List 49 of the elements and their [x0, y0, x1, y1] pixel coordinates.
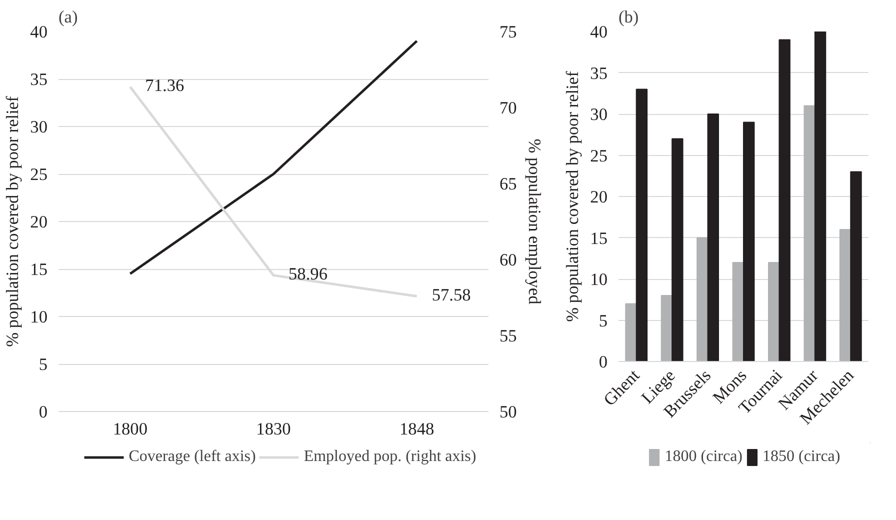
bar [814, 32, 826, 362]
legend-label: 1800 (circa) [664, 448, 742, 466]
y-tick-label: 10 [590, 270, 608, 289]
y-tick-label: 15 [590, 228, 608, 248]
y-tick-label: 40 [590, 22, 608, 42]
y-tick-label: 30 [590, 105, 608, 124]
y-tick-label: 20 [590, 188, 608, 206]
bar [778, 39, 790, 362]
y-tick-label: 40 [30, 22, 48, 42]
y2-tick-label: 55 [500, 326, 517, 346]
bar [707, 114, 719, 362]
x-tick-label: 1830 [256, 420, 291, 438]
y-tick-label: 20 [30, 212, 48, 232]
data-label: 58.96 [288, 264, 328, 284]
y-tick-label: 35 [30, 70, 48, 89]
y2-tick-label: 70 [500, 98, 517, 118]
y-tick-label: 10 [30, 308, 48, 326]
bar [696, 237, 708, 362]
chart-title: (a) [58, 8, 78, 26]
y2-tick-label: 60 [500, 250, 517, 270]
y-tick-label: 5 [598, 311, 608, 330]
legend-label: 1850 (circa) [762, 448, 840, 466]
bar [625, 303, 637, 362]
chart-title: (b) [618, 8, 639, 26]
x-tick-label: 1848 [400, 420, 434, 438]
y-tick-label: 0 [598, 352, 608, 372]
bar [850, 171, 862, 362]
legend-label: Coverage (left axis) [128, 448, 256, 466]
y-tick-label: 25 [590, 146, 608, 166]
y-tick-label: 35 [590, 64, 608, 83]
y-tick-label: 0 [38, 402, 48, 422]
y2-axis-title: % population employed [524, 138, 544, 305]
y-tick-label: 30 [30, 118, 48, 136]
bar [636, 88, 648, 362]
y-axis-title: % population covered by poor relief [563, 70, 582, 322]
bar [743, 122, 755, 362]
y-tick-label: 25 [30, 165, 48, 184]
y2-tick-label: 50 [500, 402, 517, 422]
y-axis-title: % population covered by poor relief [3, 96, 22, 347]
y-tick-label: 5 [38, 355, 48, 374]
bar [672, 138, 684, 362]
y2-tick-label: 75 [500, 22, 517, 42]
legend-label: Employed pop. (right axis) [304, 448, 476, 466]
y2-tick-label: 65 [500, 174, 517, 194]
data-label: 57.58 [432, 285, 471, 304]
data-label: 71.36 [145, 76, 184, 95]
x-tick-label: 1800 [112, 420, 148, 438]
bar [804, 105, 816, 362]
y-tick-label: 15 [30, 260, 48, 279]
